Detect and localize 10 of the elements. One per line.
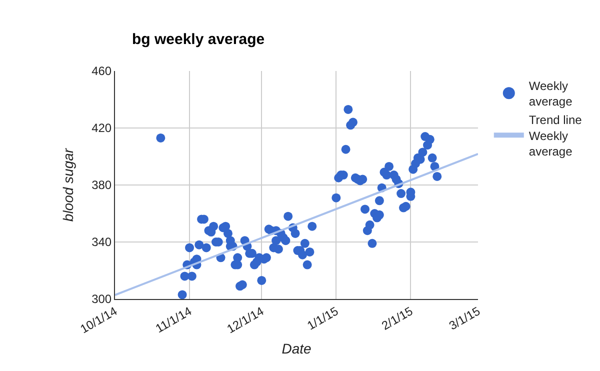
chart-title: bg weekly average	[132, 30, 265, 48]
legend-label: Weekly average	[528, 78, 573, 109]
y-tick-label: 300	[92, 292, 112, 306]
legend-label: Trend line Weekly average	[528, 113, 582, 158]
y-axis-title: blood sugar	[60, 147, 76, 222]
x-axis-title: Date	[282, 340, 312, 357]
y-tick-label: 460	[92, 64, 112, 78]
y-tick-label: 380	[92, 178, 112, 192]
y-tick-label: 420	[92, 121, 112, 136]
y-tick-label: 340	[92, 235, 112, 250]
